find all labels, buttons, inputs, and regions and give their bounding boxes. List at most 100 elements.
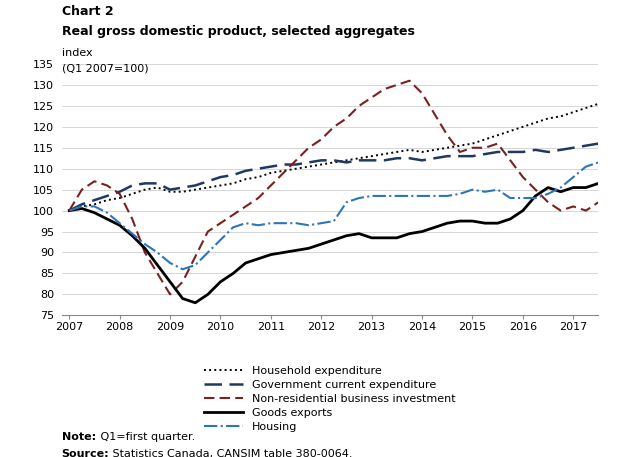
Household expenditure xyxy=(368,154,375,159)
Housing xyxy=(406,193,413,199)
Non-residential business investment xyxy=(154,271,161,276)
Household expenditure xyxy=(544,116,552,121)
Government current expenditure xyxy=(255,166,262,171)
Household expenditure xyxy=(607,97,615,102)
Household expenditure xyxy=(444,145,451,150)
Government current expenditure xyxy=(431,155,439,161)
Government current expenditure xyxy=(128,183,136,188)
Government current expenditure xyxy=(355,158,363,163)
Non-residential business investment xyxy=(104,183,111,188)
Goods exports xyxy=(128,233,136,239)
Text: Real gross domestic product, selected aggregates: Real gross domestic product, selected ag… xyxy=(62,25,415,38)
Housing xyxy=(154,250,161,255)
Government current expenditure xyxy=(167,187,174,192)
Government current expenditure xyxy=(242,168,249,174)
Non-residential business investment xyxy=(582,208,590,213)
Housing xyxy=(141,241,149,247)
Household expenditure xyxy=(494,133,502,138)
Goods exports xyxy=(569,185,577,190)
Household expenditure xyxy=(318,162,325,167)
Household expenditure xyxy=(255,174,262,180)
Household expenditure xyxy=(91,202,98,207)
Non-residential business investment xyxy=(418,90,426,96)
Housing xyxy=(381,193,388,199)
Goods exports xyxy=(167,279,174,285)
Housing xyxy=(128,231,136,236)
Government current expenditure xyxy=(280,162,287,167)
Housing xyxy=(318,220,325,226)
Household expenditure xyxy=(343,158,350,163)
Government current expenditure xyxy=(230,172,237,178)
Government current expenditure xyxy=(481,151,489,157)
Housing xyxy=(330,218,337,224)
Goods exports xyxy=(406,231,413,236)
Government current expenditure xyxy=(456,154,463,159)
Household expenditure xyxy=(507,128,514,134)
Government current expenditure xyxy=(191,183,199,188)
Household expenditure xyxy=(519,124,526,129)
Text: Q1=first quarter.: Q1=first quarter. xyxy=(97,432,195,442)
Goods exports xyxy=(431,224,439,230)
Goods exports xyxy=(204,292,212,297)
Non-residential business investment xyxy=(507,158,514,163)
Household expenditure xyxy=(204,185,212,190)
Legend: Household expenditure, Government current expenditure, Non-residential business : Household expenditure, Government curren… xyxy=(204,366,456,432)
Housing xyxy=(78,204,86,209)
Household expenditure xyxy=(595,101,602,106)
Government current expenditure xyxy=(292,162,300,167)
Goods exports xyxy=(355,231,363,236)
Goods exports xyxy=(242,260,249,266)
Goods exports xyxy=(91,210,98,215)
Government current expenditure xyxy=(154,181,161,186)
Goods exports xyxy=(141,245,149,251)
Goods exports xyxy=(368,235,375,240)
Government current expenditure xyxy=(305,159,312,165)
Goods exports xyxy=(318,241,325,247)
Line: Goods exports: Goods exports xyxy=(69,169,617,303)
Non-residential business investment xyxy=(532,187,539,192)
Government current expenditure xyxy=(343,159,350,165)
Non-residential business investment xyxy=(557,208,565,213)
Government current expenditure xyxy=(444,154,451,159)
Government current expenditure xyxy=(381,158,388,163)
Goods exports xyxy=(456,218,463,224)
Government current expenditure xyxy=(418,158,426,163)
Goods exports xyxy=(532,193,539,199)
Non-residential business investment xyxy=(607,191,615,197)
Government current expenditure xyxy=(267,164,275,170)
Housing xyxy=(582,164,590,170)
Household expenditure xyxy=(355,155,363,161)
Goods exports xyxy=(595,181,602,186)
Non-residential business investment xyxy=(456,149,463,154)
Goods exports xyxy=(217,279,224,285)
Government current expenditure xyxy=(557,147,565,153)
Housing xyxy=(292,220,300,226)
Goods exports xyxy=(469,218,476,224)
Goods exports xyxy=(393,235,400,240)
Non-residential business investment xyxy=(544,199,552,205)
Government current expenditure xyxy=(330,158,337,163)
Goods exports xyxy=(179,296,186,301)
Government current expenditure xyxy=(91,197,98,203)
Government current expenditure xyxy=(507,149,514,154)
Goods exports xyxy=(381,235,388,240)
Housing xyxy=(607,158,615,163)
Housing xyxy=(65,208,73,213)
Non-residential business investment xyxy=(91,179,98,184)
Household expenditure xyxy=(154,185,161,190)
Household expenditure xyxy=(469,141,476,146)
Non-residential business investment xyxy=(481,145,489,150)
Housing xyxy=(469,187,476,192)
Government current expenditure xyxy=(406,155,413,161)
Non-residential business investment xyxy=(393,82,400,88)
Non-residential business investment xyxy=(242,204,249,209)
Household expenditure xyxy=(230,181,237,186)
Goods exports xyxy=(557,189,565,195)
Goods exports xyxy=(481,220,489,226)
Goods exports xyxy=(116,223,123,228)
Household expenditure xyxy=(191,187,199,192)
Housing xyxy=(204,250,212,255)
Household expenditure xyxy=(381,151,388,157)
Household expenditure xyxy=(116,195,123,201)
Text: index: index xyxy=(62,48,93,58)
